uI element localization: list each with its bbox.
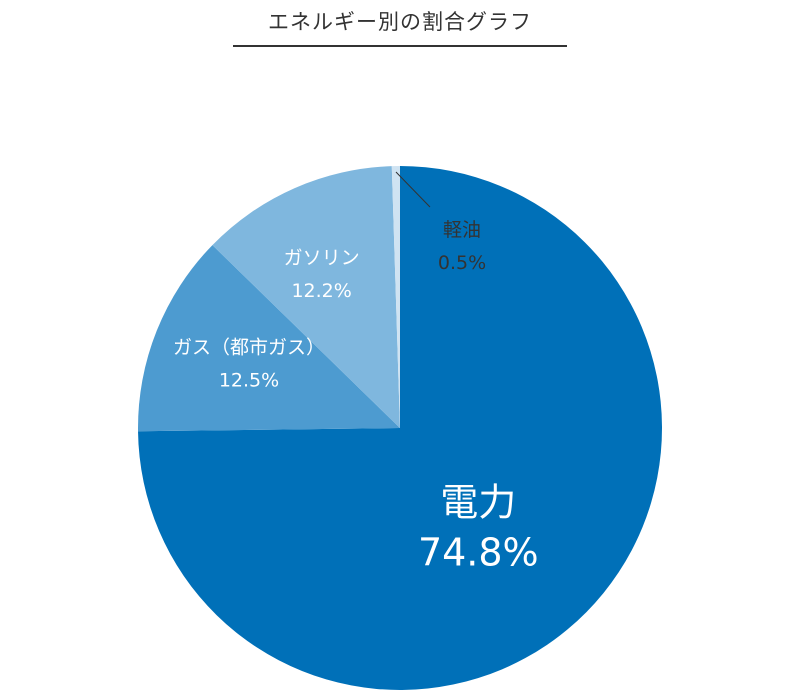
slice-electricity [138,166,663,690]
slice-label-gasoline: ガソリン [284,247,360,269]
slice-diesel [391,166,400,428]
slice-value-electricity: 74.8% [418,530,539,574]
slice-value-gasoline: 12.2% [291,280,351,302]
leader-line-diesel [395,171,431,208]
slice-gasoline [212,166,400,429]
slice-value-city-gas: 12.5% [219,370,279,392]
slice-city-gas [138,245,400,432]
title-underline [233,45,567,47]
slice-label-city-gas: ガス（都市ガス） [173,337,325,359]
chart-title: エネルギー別の割合グラフ [268,10,532,34]
slice-value-diesel: 0.5% [438,252,486,274]
slice-label-diesel: 軽油 [443,219,481,241]
slice-label-electricity: 電力 [440,480,516,524]
